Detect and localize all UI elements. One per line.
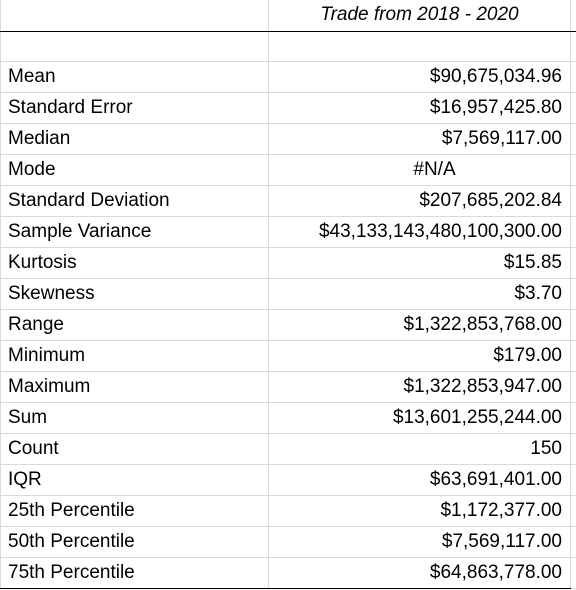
table-row-mean: Mean $90,675,034.96 — [0, 61, 576, 93]
stat-value-cell[interactable]: $7,569,117.00 — [268, 526, 571, 558]
stat-value-cell[interactable]: $1,322,853,947.00 — [268, 371, 571, 403]
stat-label-cell[interactable]: Range — [0, 309, 269, 341]
grid-cell[interactable] — [570, 247, 576, 279]
stat-value-cell[interactable]: $7,569,117.00 — [268, 123, 571, 155]
stat-value-cell[interactable]: $3.70 — [268, 278, 571, 310]
stat-label-cell[interactable]: 25th Percentile — [0, 495, 269, 527]
table-row-sum: Sum $13,601,255,244.00 — [0, 402, 576, 434]
grid-cell[interactable] — [570, 185, 576, 217]
stat-value-cell[interactable]: #N/A — [268, 154, 571, 186]
grid-cell[interactable] — [570, 61, 576, 93]
stat-label-cell[interactable]: Minimum — [0, 340, 269, 372]
grid-cell[interactable] — [570, 154, 576, 186]
stat-label-cell[interactable]: Median — [0, 123, 269, 155]
stat-label-cell[interactable]: 75th Percentile — [0, 557, 269, 589]
table-row-skewness: Skewness $3.70 — [0, 278, 576, 310]
stat-value-cell[interactable]: $207,685,202.84 — [268, 185, 571, 217]
stat-value-cell[interactable]: $43,133,143,480,100,300.00 — [268, 216, 571, 248]
grid-cell[interactable] — [570, 92, 576, 124]
stat-label-cell[interactable]: Sample Variance — [0, 216, 269, 248]
grid-cell[interactable] — [570, 31, 576, 62]
empty-value-cell[interactable] — [268, 31, 571, 62]
table-row-standard-deviation: Standard Deviation $207,685,202.84 — [0, 185, 576, 217]
table-row-minimum: Minimum $179.00 — [0, 340, 576, 372]
table-row-iqr: IQR $63,691,401.00 — [0, 464, 576, 496]
grid-cell[interactable] — [570, 340, 576, 372]
stat-value-cell[interactable]: 150 — [268, 433, 571, 465]
stat-value-cell[interactable]: $16,957,425.80 — [268, 92, 571, 124]
table-row-kurtosis: Kurtosis $15.85 — [0, 247, 576, 279]
stat-label-cell[interactable]: 50th Percentile — [0, 526, 269, 558]
table-row-50th-percentile: 50th Percentile $7,569,117.00 — [0, 526, 576, 558]
grid-cell[interactable] — [570, 371, 576, 403]
stat-label-cell[interactable]: Skewness — [0, 278, 269, 310]
empty-label-cell[interactable] — [0, 31, 269, 62]
table-row-mode: Mode #N/A — [0, 154, 576, 186]
grid-cell[interactable] — [570, 433, 576, 465]
header-label-cell[interactable] — [0, 0, 269, 32]
stat-value-cell[interactable]: $13,601,255,244.00 — [268, 402, 571, 434]
grid-cell[interactable] — [570, 402, 576, 434]
stat-value-cell[interactable]: $64,863,778.00 — [268, 557, 571, 589]
table-row-standard-error: Standard Error $16,957,425.80 — [0, 92, 576, 124]
header-row: Trade from 2018 - 2020 — [0, 0, 576, 32]
table-row-maximum: Maximum $1,322,853,947.00 — [0, 371, 576, 403]
stat-value-cell[interactable]: $1,172,377.00 — [268, 495, 571, 527]
stat-label-cell[interactable]: Mode — [0, 154, 269, 186]
grid-cell[interactable] — [570, 464, 576, 496]
grid-cell[interactable] — [570, 278, 576, 310]
stat-value-cell[interactable]: $63,691,401.00 — [268, 464, 571, 496]
stat-label-cell[interactable]: Standard Deviation — [0, 185, 269, 217]
grid-cell[interactable] — [570, 557, 576, 589]
empty-row — [0, 31, 576, 62]
stat-label-cell[interactable]: Mean — [0, 61, 269, 93]
grid-cell[interactable] — [570, 309, 576, 341]
stat-value-cell[interactable]: $179.00 — [268, 340, 571, 372]
grid-cell[interactable] — [570, 216, 576, 248]
grid-cell[interactable] — [570, 526, 576, 558]
stat-label-cell[interactable]: Kurtosis — [0, 247, 269, 279]
grid-cell[interactable] — [570, 495, 576, 527]
table-row-range: Range $1,322,853,768.00 — [0, 309, 576, 341]
table-row-count: Count 150 — [0, 433, 576, 465]
table-row-median: Median $7,569,117.00 — [0, 123, 576, 155]
grid-cell[interactable] — [570, 0, 576, 32]
stat-value-cell[interactable]: $90,675,034.96 — [268, 61, 571, 93]
header-title-cell[interactable]: Trade from 2018 - 2020 — [268, 0, 571, 32]
stat-label-cell[interactable]: Standard Error — [0, 92, 269, 124]
stat-label-cell[interactable]: Count — [0, 433, 269, 465]
table-row-sample-variance: Sample Variance $43,133,143,480,100,300.… — [0, 216, 576, 248]
stat-value-cell[interactable]: $15.85 — [268, 247, 571, 279]
stat-label-cell[interactable]: Maximum — [0, 371, 269, 403]
table-row-25th-percentile: 25th Percentile $1,172,377.00 — [0, 495, 576, 527]
stat-label-cell[interactable]: IQR — [0, 464, 269, 496]
table-row-75th-percentile: 75th Percentile $64,863,778.00 — [0, 557, 576, 589]
stat-label-cell[interactable]: Sum — [0, 402, 269, 434]
grid-cell[interactable] — [570, 123, 576, 155]
stat-value-cell[interactable]: $1,322,853,768.00 — [268, 309, 571, 341]
